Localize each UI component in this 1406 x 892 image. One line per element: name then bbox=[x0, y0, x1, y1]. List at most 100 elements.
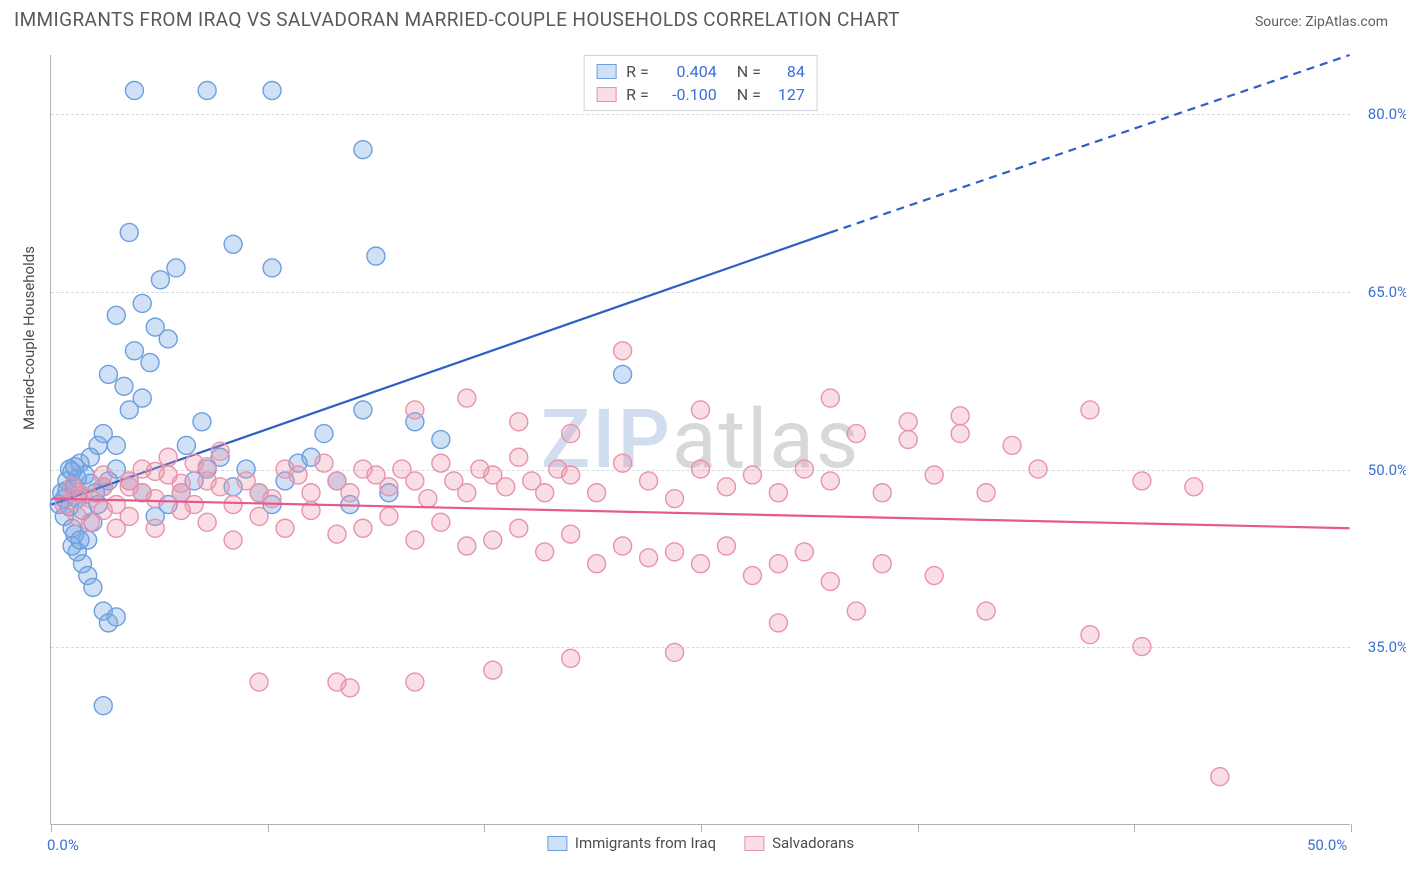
data-point-salvadoran bbox=[977, 602, 995, 620]
data-point-salvadoran bbox=[172, 474, 190, 492]
data-point-salvadoran bbox=[432, 454, 450, 472]
data-point-salvadoran bbox=[847, 602, 865, 620]
data-point-iraq bbox=[159, 330, 177, 348]
data-point-salvadoran bbox=[250, 507, 268, 525]
data-point-salvadoran bbox=[354, 519, 372, 537]
x-tick bbox=[918, 824, 919, 832]
data-point-salvadoran bbox=[795, 543, 813, 561]
data-point-salvadoran bbox=[614, 454, 632, 472]
swatch-salvadoran bbox=[596, 87, 616, 102]
data-point-salvadoran bbox=[562, 525, 580, 543]
data-point-salvadoran bbox=[1211, 768, 1229, 786]
data-point-salvadoran bbox=[640, 549, 658, 567]
data-point-salvadoran bbox=[94, 501, 112, 519]
data-point-salvadoran bbox=[769, 614, 787, 632]
data-point-salvadoran bbox=[406, 401, 424, 419]
data-point-salvadoran bbox=[769, 555, 787, 573]
data-point-salvadoran bbox=[1003, 436, 1021, 454]
x-tick bbox=[701, 824, 702, 832]
data-point-salvadoran bbox=[588, 555, 606, 573]
data-point-salvadoran bbox=[977, 484, 995, 502]
data-point-salvadoran bbox=[211, 478, 229, 496]
data-point-salvadoran bbox=[1081, 401, 1099, 419]
data-point-iraq bbox=[167, 259, 185, 277]
data-point-iraq bbox=[198, 82, 216, 100]
data-point-iraq bbox=[177, 436, 195, 454]
x-tick bbox=[268, 824, 269, 832]
data-point-salvadoran bbox=[925, 567, 943, 585]
data-point-salvadoran bbox=[899, 431, 917, 449]
data-point-salvadoran bbox=[484, 661, 502, 679]
data-point-iraq bbox=[99, 365, 117, 383]
data-point-salvadoran bbox=[743, 466, 761, 484]
data-point-iraq bbox=[120, 223, 138, 241]
data-point-iraq bbox=[354, 401, 372, 419]
data-point-iraq bbox=[133, 389, 151, 407]
y-tick-label: 65.0% bbox=[1368, 283, 1406, 301]
data-point-salvadoran bbox=[159, 448, 177, 466]
data-point-iraq bbox=[115, 377, 133, 395]
data-point-iraq bbox=[614, 365, 632, 383]
data-point-salvadoran bbox=[497, 478, 515, 496]
data-point-salvadoran bbox=[821, 389, 839, 407]
data-point-iraq bbox=[367, 247, 385, 265]
data-point-salvadoran bbox=[821, 572, 839, 590]
data-point-salvadoran bbox=[94, 466, 112, 484]
data-point-salvadoran bbox=[458, 484, 476, 502]
data-point-salvadoran bbox=[211, 442, 229, 460]
data-point-salvadoran bbox=[588, 484, 606, 502]
data-point-salvadoran bbox=[873, 484, 891, 502]
data-point-salvadoran bbox=[276, 519, 294, 537]
data-point-salvadoran bbox=[1185, 478, 1203, 496]
data-point-salvadoran bbox=[406, 472, 424, 490]
data-point-salvadoran bbox=[821, 472, 839, 490]
x-tick-label: 0.0% bbox=[47, 836, 79, 854]
data-point-salvadoran bbox=[1133, 472, 1151, 490]
x-tick bbox=[1134, 824, 1135, 832]
series-legend: Immigrants from Iraq Salvadorans bbox=[547, 834, 854, 852]
data-point-salvadoran bbox=[666, 643, 684, 661]
data-point-salvadoran bbox=[74, 486, 92, 504]
data-point-salvadoran bbox=[224, 531, 242, 549]
data-point-iraq bbox=[94, 697, 112, 715]
data-point-salvadoran bbox=[510, 519, 528, 537]
data-point-salvadoran bbox=[380, 507, 398, 525]
data-point-salvadoran bbox=[562, 649, 580, 667]
data-point-salvadoran bbox=[666, 543, 684, 561]
data-point-salvadoran bbox=[1029, 460, 1047, 478]
data-point-salvadoran bbox=[458, 389, 476, 407]
legend-row-salvadoran: R = -0.100 N = 127 bbox=[596, 83, 805, 106]
data-point-salvadoran bbox=[562, 425, 580, 443]
regression-line-salvadoran bbox=[51, 499, 1349, 529]
data-point-salvadoran bbox=[536, 543, 554, 561]
data-point-iraq bbox=[107, 608, 125, 626]
data-point-iraq bbox=[193, 413, 211, 431]
data-point-salvadoran bbox=[562, 466, 580, 484]
data-point-iraq bbox=[66, 458, 84, 476]
data-point-salvadoran bbox=[951, 425, 969, 443]
data-point-iraq bbox=[315, 425, 333, 443]
data-point-salvadoran bbox=[289, 466, 307, 484]
data-point-salvadoran bbox=[302, 484, 320, 502]
data-point-iraq bbox=[263, 259, 281, 277]
x-tick bbox=[484, 824, 485, 832]
data-point-salvadoran bbox=[224, 496, 242, 514]
y-tick-label: 50.0% bbox=[1368, 461, 1406, 479]
regression-line-dash-iraq bbox=[830, 55, 1349, 232]
data-point-salvadoran bbox=[146, 462, 164, 480]
data-point-salvadoran bbox=[769, 484, 787, 502]
data-point-iraq bbox=[432, 431, 450, 449]
y-tick-label: 35.0% bbox=[1368, 638, 1406, 656]
data-point-salvadoran bbox=[951, 407, 969, 425]
data-point-salvadoran bbox=[640, 472, 658, 490]
data-point-iraq bbox=[133, 294, 151, 312]
data-point-salvadoran bbox=[692, 555, 710, 573]
data-point-salvadoran bbox=[899, 413, 917, 431]
data-point-salvadoran bbox=[341, 679, 359, 697]
data-point-salvadoran bbox=[172, 501, 190, 519]
data-point-salvadoran bbox=[743, 567, 761, 585]
data-point-salvadoran bbox=[120, 478, 138, 496]
data-point-iraq bbox=[125, 342, 143, 360]
legend-row-iraq: R = 0.404 N = 84 bbox=[596, 60, 805, 83]
data-point-salvadoran bbox=[146, 519, 164, 537]
